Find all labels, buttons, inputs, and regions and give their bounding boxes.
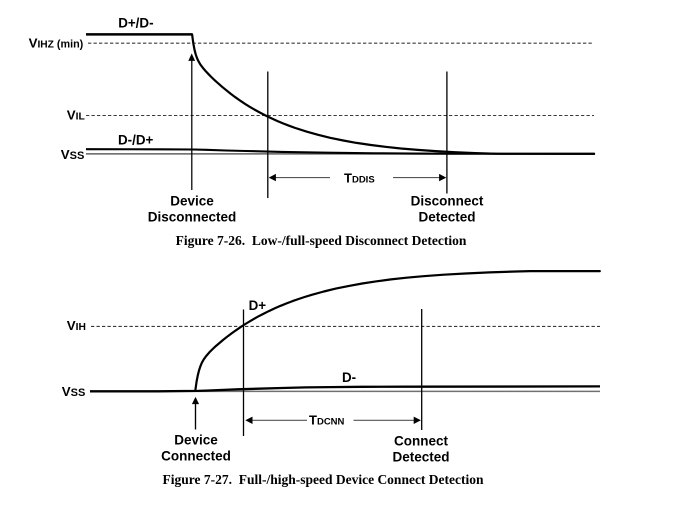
svg-text:D-/D+: D-/D+ [118,132,154,147]
svg-text:Disconnect: Disconnect [411,194,484,209]
svg-text:Device: Device [170,194,214,209]
svg-text:VIH: VIH [67,318,86,333]
svg-text:D+/D-: D+/D- [118,15,153,30]
svg-text:Device: Device [174,433,218,448]
svg-text:D+: D+ [249,298,267,313]
svg-text:Figure 7-26. Low-/full-speed: Figure 7-26. Low-/full-speed Disconnect … [176,233,467,248]
svg-text:Detected: Detected [418,210,475,225]
svg-text:TDCNN: TDCNN [309,413,345,428]
svg-text:VIL: VIL [67,108,85,123]
svg-text:VSS: VSS [61,147,85,162]
svg-text:D-: D- [342,370,356,385]
svg-text:Connected: Connected [161,449,231,464]
svg-text:Detected: Detected [392,450,449,465]
svg-text:Connect: Connect [394,434,449,449]
svg-text:Disconnected: Disconnected [148,210,237,225]
svg-text:VSS: VSS [62,384,86,399]
svg-text:VIHZ (min): VIHZ (min) [29,36,84,51]
svg-text:TDDIS: TDDIS [344,171,375,186]
svg-text:Figure 7-27. Full-/high-speed: Figure 7-27. Full-/high-speed Device Con… [162,472,484,487]
